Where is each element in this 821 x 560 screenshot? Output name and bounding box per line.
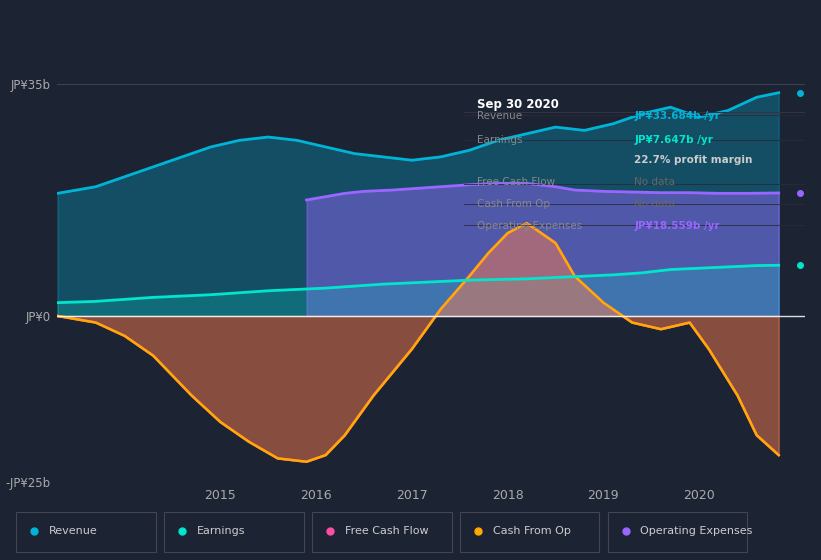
Text: Free Cash Flow: Free Cash Flow	[345, 526, 429, 536]
Text: Free Cash Flow: Free Cash Flow	[478, 177, 556, 187]
Bar	[608, 512, 747, 552]
Text: Cash From Op: Cash From Op	[493, 526, 571, 536]
Text: Revenue: Revenue	[478, 111, 523, 122]
Bar	[460, 512, 599, 552]
Text: Earnings: Earnings	[197, 526, 245, 536]
Text: No data: No data	[635, 199, 675, 209]
Text: Sep 30 2020: Sep 30 2020	[478, 98, 559, 111]
Text: Operating Expenses: Operating Expenses	[640, 526, 753, 536]
Text: 22.7% profit margin: 22.7% profit margin	[635, 155, 753, 165]
Text: JP¥18.559b /yr: JP¥18.559b /yr	[635, 221, 720, 231]
Text: JP¥33.684b /yr: JP¥33.684b /yr	[635, 111, 720, 122]
Text: Revenue: Revenue	[49, 526, 98, 536]
Text: Operating Expenses: Operating Expenses	[478, 221, 583, 231]
Text: Earnings: Earnings	[478, 135, 523, 145]
Text: Cash From Op: Cash From Op	[478, 199, 551, 209]
Text: JP¥7.647b /yr: JP¥7.647b /yr	[635, 135, 713, 145]
Text: No data: No data	[635, 177, 675, 187]
Bar	[16, 512, 156, 552]
Bar	[164, 512, 304, 552]
Bar	[312, 512, 452, 552]
